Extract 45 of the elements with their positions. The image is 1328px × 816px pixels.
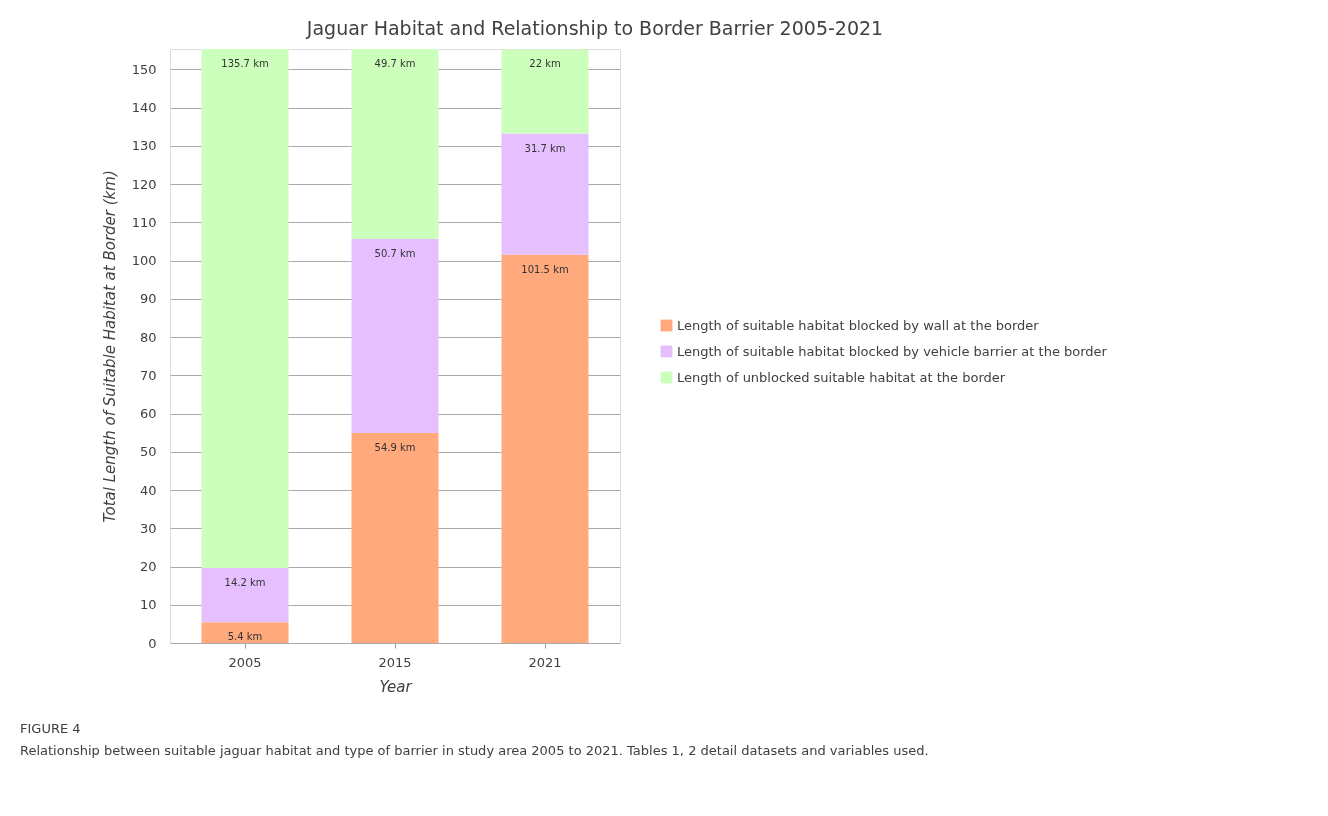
data-label: 50.7 km <box>374 248 416 260</box>
bar <box>351 239 439 434</box>
bar <box>501 49 589 134</box>
legend-label: Length of unblocked suitable habitat at the border <box>677 369 1006 385</box>
y-tick-label: 10 <box>139 597 157 613</box>
caption: FIGURE 4 <box>20 721 81 736</box>
data-label: 22 km <box>529 58 561 70</box>
y-tick-label: 60 <box>139 406 157 422</box>
bar <box>201 49 289 569</box>
chart-title: Jaguar Habitat and Relationship to Border Barrier 2005-2021 <box>305 17 884 39</box>
y-tick-label: 0 <box>148 635 157 651</box>
data-label: 31.7 km <box>524 142 566 154</box>
data-label: 54.9 km <box>374 442 416 454</box>
x-tick-label: 2021 <box>528 654 562 670</box>
bar <box>351 433 439 643</box>
legend-label: Length of suitable habitat blocked by wall at the border <box>677 317 1040 333</box>
bar <box>351 49 439 240</box>
y-tick-label: 110 <box>131 214 157 230</box>
y-tick-label: 20 <box>139 559 157 574</box>
y-tick-label: 100 <box>131 253 157 269</box>
data-label: 49.7 km <box>374 58 416 69</box>
y-tick-label: 120 <box>131 176 157 192</box>
y-tick-label: 140 <box>131 100 157 116</box>
bar <box>201 622 289 643</box>
bar <box>501 254 589 643</box>
data-label: 5.4 km <box>227 631 263 643</box>
y-tick-label: 90 <box>139 291 157 307</box>
data-label: 101.5 km <box>521 263 569 275</box>
bar <box>201 568 289 623</box>
bar <box>501 133 589 255</box>
data-label: 135.7 km <box>221 58 269 69</box>
x-tick-label: 2005 <box>228 654 262 670</box>
y-tick-label: 80 <box>139 329 157 345</box>
data-label: 14.2 km <box>224 577 266 589</box>
text: Relationship between suitable jaguar habitat and type of barrier in study area 2005 to 2021. Tables 1, 2 detail datasets and variables used. <box>20 743 929 758</box>
y-tick-label: 30 <box>139 520 157 536</box>
legend-label: Length of suitable habitat blocked by vehicle barrier at the border <box>677 343 1108 359</box>
y-axis-title: Total Length of Suitable Habitat at Border (km) <box>100 170 119 523</box>
y-tick-label: 50 <box>139 444 157 460</box>
x-tick-label: 2015 <box>378 654 412 670</box>
x-axis-title: Year <box>379 677 413 696</box>
y-tick-label: 70 <box>139 367 157 383</box>
y-tick-label: 130 <box>131 138 157 154</box>
y-tick-label: 40 <box>139 482 157 498</box>
y-tick-label: 150 <box>131 61 157 77</box>
